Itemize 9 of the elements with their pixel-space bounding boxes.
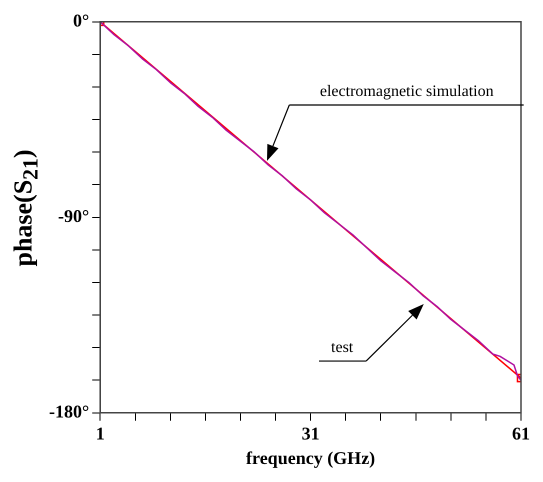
annotation: test (330, 338, 354, 358)
x-tick-label: 31 (302, 423, 320, 444)
x-axis-title: frequency (GHz) (246, 448, 376, 468)
y-tick-label: -90° (58, 206, 90, 226)
y-tick-label: -180° (48, 401, 90, 422)
x-tick-label: 61 (512, 423, 530, 444)
y-tick-label: 0° (72, 10, 90, 30)
x-tick-label: 1 (96, 423, 105, 444)
annotation: electromagnetic simulation (318, 82, 495, 102)
